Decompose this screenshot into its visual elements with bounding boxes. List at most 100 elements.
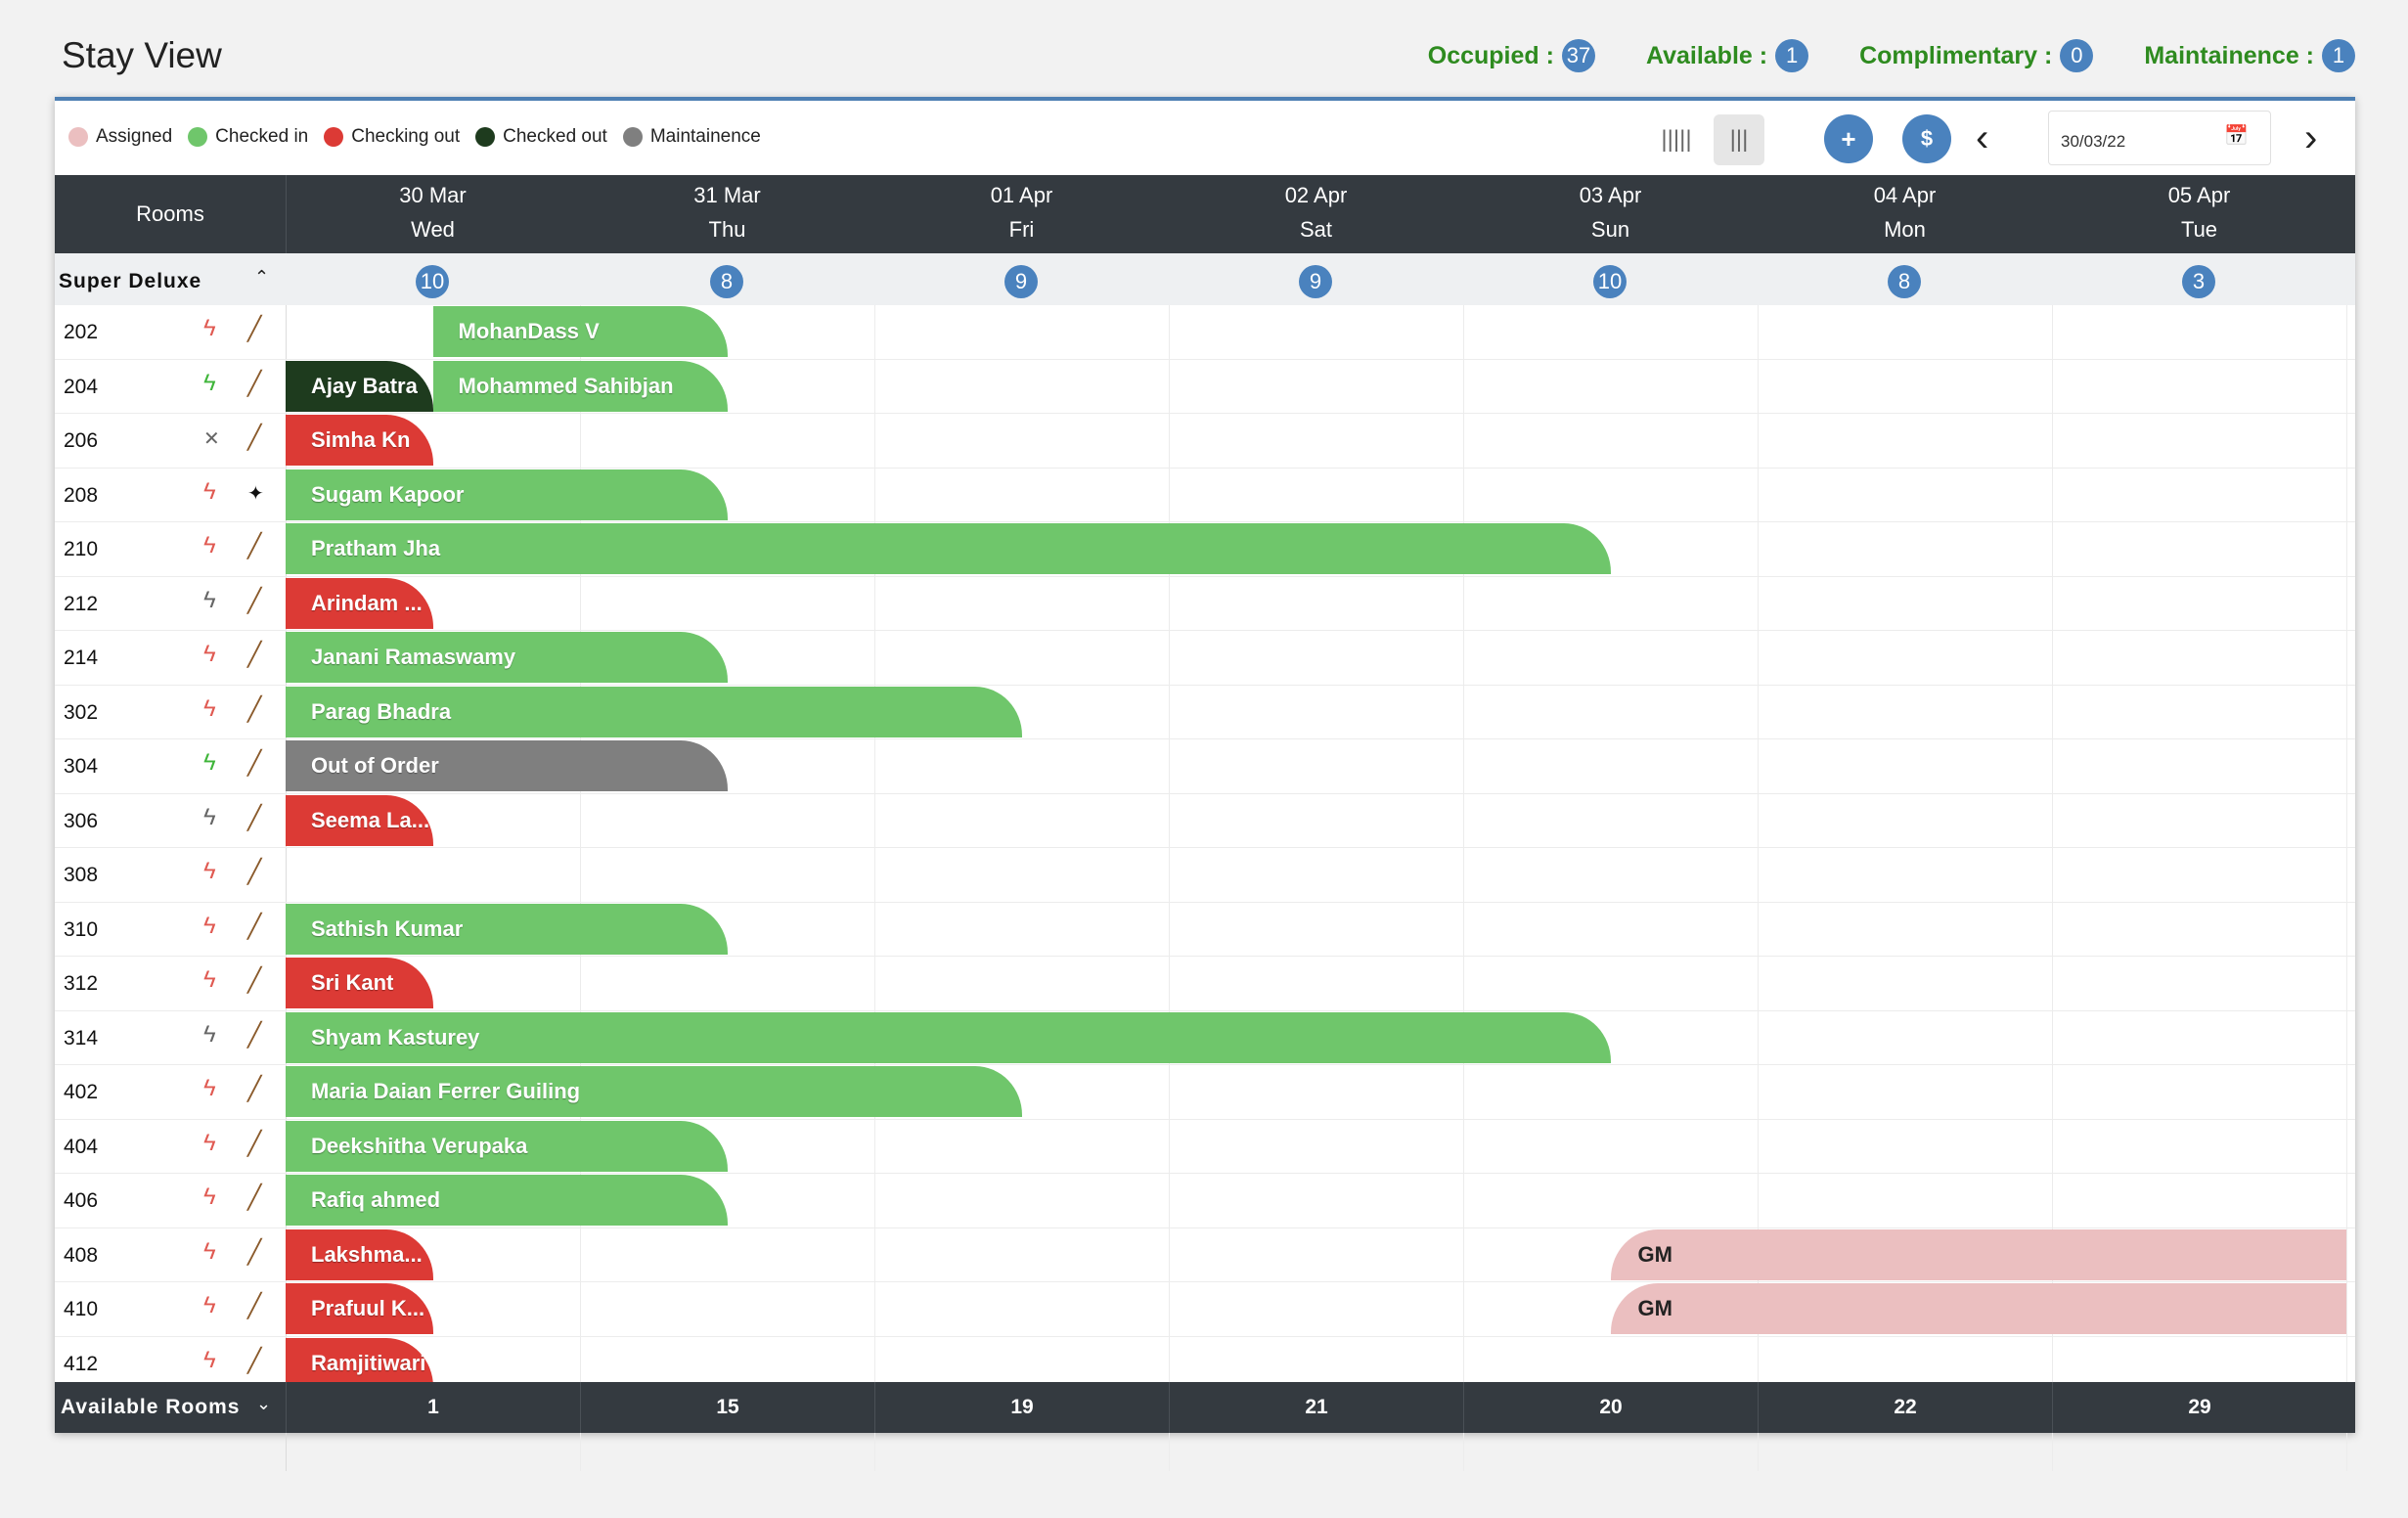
stay-view-panel: Assigned Checked in Checking out Checked… — [55, 97, 2355, 1471]
booking-bar[interactable]: Sri Kant — [286, 958, 433, 1008]
room-number[interactable]: 408 — [64, 1243, 99, 1267]
booking-bar[interactable]: Shyam Kasturey — [286, 1011, 1611, 1063]
broom-icon[interactable]: ╱ — [247, 913, 262, 940]
broom-icon[interactable]: ╱ — [247, 587, 262, 614]
dense-view-button[interactable]: ||||| — [1651, 114, 1702, 165]
lightning-icon[interactable]: ϟ — [203, 1183, 216, 1210]
lightning-icon[interactable]: ϟ — [203, 694, 216, 722]
booking-bar[interactable]: GM — [1610, 1228, 2346, 1280]
booking-bar[interactable]: Seema La... — [286, 794, 433, 846]
lightning-icon[interactable]: ϟ — [203, 532, 216, 558]
booking-bar[interactable]: Lakshma... — [286, 1228, 433, 1280]
room-number[interactable]: 404 — [64, 1135, 99, 1158]
broom-icon[interactable]: ╱ — [247, 1184, 262, 1211]
room-number[interactable]: 312 — [64, 972, 99, 995]
broom-icon[interactable]: ╱ — [247, 1021, 262, 1049]
broom-icon[interactable]: ╱ — [247, 967, 262, 994]
lightning-icon[interactable]: ϟ — [203, 641, 216, 667]
broom-icon[interactable]: ╱ — [247, 1076, 262, 1102]
broom-icon[interactable]: ╱ — [247, 370, 262, 397]
booking-bar[interactable]: Sugam Kapoor — [286, 469, 728, 520]
broom-icon[interactable]: ╱ — [247, 1238, 262, 1266]
broom-icon[interactable]: ╱ — [247, 533, 262, 559]
room-number[interactable]: 202 — [64, 321, 99, 343]
room-number[interactable]: 306 — [64, 809, 99, 832]
prev-arrow-button[interactable]: ‹ — [1976, 116, 1988, 160]
booking-bar[interactable]: Rafiq ahmed — [286, 1175, 728, 1226]
room-number[interactable]: 412 — [64, 1352, 99, 1375]
booking-bar[interactable]: Janani Ramaswamy — [286, 632, 728, 683]
room-number[interactable]: 210 — [64, 538, 99, 560]
broom-icon[interactable]: ╱ — [247, 642, 262, 668]
booking-bar[interactable]: Parag Bhadra — [286, 686, 1022, 737]
sparkle-icon[interactable]: ✦ — [247, 482, 264, 505]
lightning-icon[interactable]: ϟ — [203, 1346, 216, 1373]
lightning-icon[interactable]: ϟ — [203, 369, 216, 396]
broom-icon[interactable]: ╱ — [247, 316, 262, 342]
booking-bar[interactable]: Sathish Kumar — [286, 903, 728, 955]
lightning-icon[interactable]: ϟ — [203, 1129, 216, 1156]
lightning-icon[interactable]: ϟ — [203, 1075, 216, 1101]
booking-bar[interactable]: Ramjitiwari — [286, 1337, 433, 1389]
broom-icon[interactable]: ╱ — [247, 1347, 262, 1374]
room-number[interactable]: 402 — [64, 1081, 99, 1103]
room-number[interactable]: 304 — [64, 755, 99, 778]
room-number[interactable]: 302 — [64, 700, 99, 724]
next-arrow-button[interactable]: › — [2304, 116, 2317, 160]
booking-bar[interactable]: GM — [1610, 1283, 2346, 1334]
broom-icon[interactable]: ╱ — [247, 1130, 262, 1157]
legend-checked-out: Checked out — [475, 126, 607, 148]
lightning-icon[interactable]: ϟ — [203, 1020, 216, 1048]
payment-button[interactable]: $ — [1902, 114, 1951, 163]
chevron-down-icon[interactable]: ⌄ — [256, 1394, 272, 1413]
broom-icon[interactable]: ╱ — [247, 695, 262, 723]
booking-bar[interactable]: Prafuul K... — [286, 1283, 433, 1334]
broom-icon[interactable]: ╱ — [247, 750, 262, 777]
day-header: 01 Apr Fri — [874, 175, 1169, 253]
chevron-up-icon[interactable]: ⌃ — [254, 267, 270, 287]
lightning-icon[interactable]: ϟ — [203, 803, 216, 830]
wide-view-button[interactable]: ||| — [1714, 114, 1764, 165]
booking-bar[interactable]: Maria Daian Ferrer Guiling — [286, 1066, 1022, 1117]
stat-label: Available : — [1645, 41, 1768, 69]
room-row: 214 ϟ ╱ Janani Ramaswamy — [55, 631, 2355, 686]
booking-bar[interactable]: Deekshitha Verupaka — [286, 1120, 728, 1172]
room-group-super-deluxe[interactable]: Super Deluxe ⌃ 10 8 9 9 10 8 3 — [55, 253, 2355, 305]
booking-bar[interactable]: Arindam ... — [286, 577, 433, 629]
lightning-icon[interactable]: ϟ — [203, 477, 216, 505]
date-picker[interactable]: 30/03/22 📅 — [2048, 111, 2271, 165]
booking-bar[interactable]: Pratham Jha — [286, 523, 1611, 574]
broom-icon[interactable]: ╱ — [247, 424, 262, 451]
booking-bar[interactable]: MohanDass V — [432, 306, 728, 357]
lightning-icon[interactable]: ϟ — [203, 315, 216, 341]
booking-bar[interactable]: Simha Kn — [286, 415, 433, 466]
room-number[interactable]: 308 — [64, 864, 99, 886]
booking-bar[interactable]: Ajay Batra — [286, 360, 433, 412]
booking-bar[interactable]: Out of Order — [286, 740, 728, 791]
lightning-icon[interactable]: ϟ — [203, 966, 216, 993]
room-number[interactable]: 214 — [64, 647, 99, 669]
day-weekday: Sat — [1299, 217, 1333, 242]
room-number[interactable]: 314 — [64, 1026, 99, 1049]
room-number[interactable]: 206 — [64, 429, 99, 452]
calendar-icon[interactable]: 📅 — [2224, 125, 2249, 147]
room-number[interactable]: 410 — [64, 1298, 99, 1320]
broom-icon[interactable]: ╱ — [247, 1293, 262, 1319]
broom-icon[interactable]: ╱ — [247, 859, 262, 885]
cross-icon[interactable]: ✕ — [203, 428, 220, 450]
broom-icon[interactable]: ╱ — [247, 804, 262, 831]
room-number[interactable]: 212 — [64, 592, 99, 615]
lightning-icon[interactable]: ϟ — [203, 912, 216, 939]
lightning-icon[interactable]: ϟ — [203, 1237, 216, 1265]
add-booking-button[interactable]: + — [1824, 114, 1873, 163]
room-number[interactable]: 204 — [64, 375, 99, 398]
room-number[interactable]: 310 — [64, 917, 99, 941]
room-number[interactable]: 208 — [64, 483, 99, 507]
lightning-icon[interactable]: ϟ — [203, 1292, 216, 1318]
booking-bar[interactable]: Mohammed Sahibjan — [432, 360, 728, 412]
occupancy-stats: Occupied :37 Available :1 Complimentary … — [1428, 39, 2355, 72]
room-number[interactable]: 406 — [64, 1189, 99, 1212]
lightning-icon[interactable]: ϟ — [203, 749, 216, 776]
lightning-icon[interactable]: ϟ — [203, 586, 216, 613]
lightning-icon[interactable]: ϟ — [203, 858, 216, 884]
